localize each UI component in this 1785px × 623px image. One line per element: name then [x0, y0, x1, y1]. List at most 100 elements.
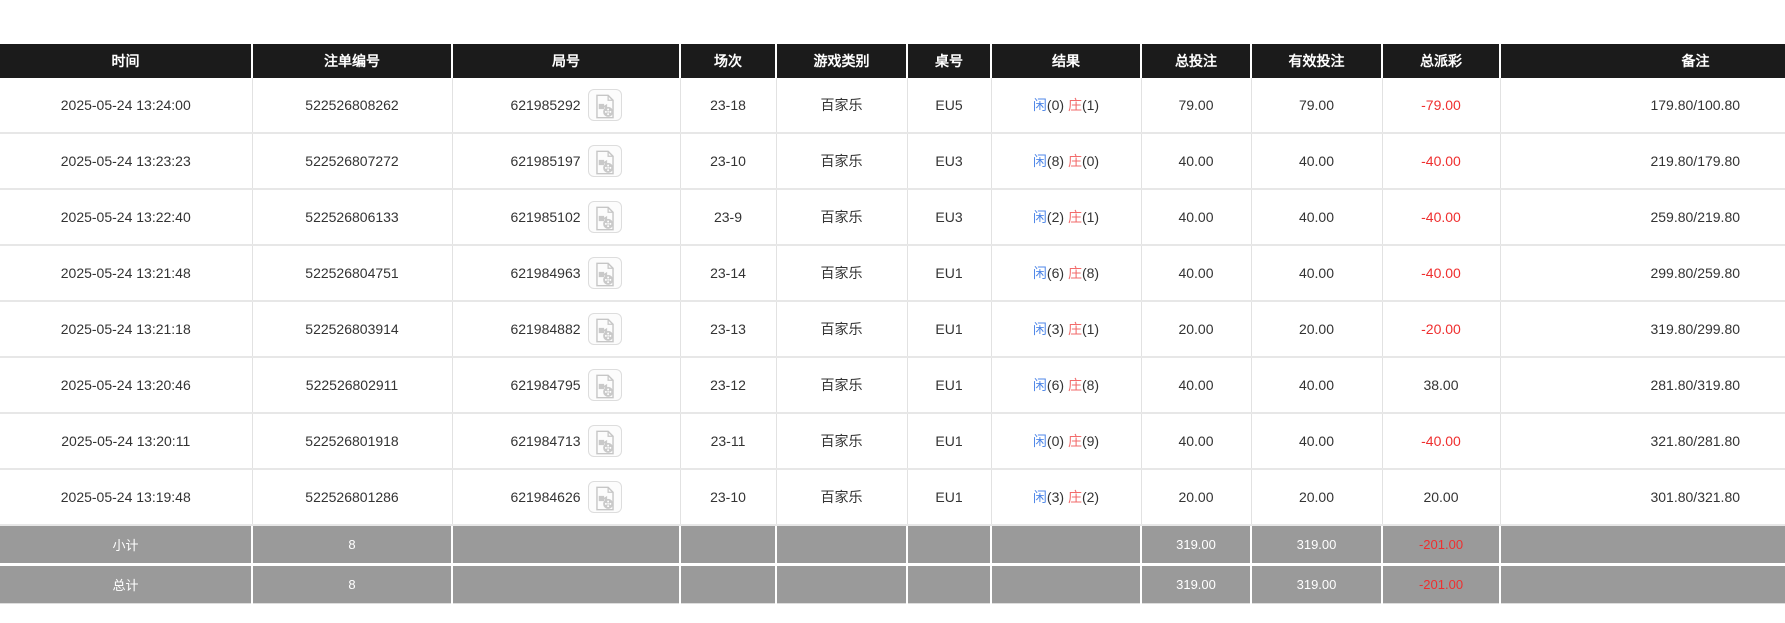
cell-session: 23-14 — [680, 245, 777, 302]
cell-game-type: 百家乐 — [776, 301, 908, 358]
cell-bet-id: 522526807272 — [252, 133, 453, 190]
total-payout: -201.00 — [1382, 564, 1501, 604]
result-player-label: 闲 — [1032, 433, 1047, 449]
subtotal-payout: -201.00 — [1382, 525, 1501, 566]
cell-payout: -40.00 — [1382, 245, 1501, 302]
cell-valid-bet: 40.00 — [1251, 357, 1383, 414]
cell-result: 闲(6) 庄(8) — [991, 357, 1142, 414]
cell-result: 闲(0) 庄(1) — [991, 78, 1142, 134]
round-video-button[interactable] — [587, 201, 622, 233]
round-video-button[interactable] — [587, 313, 622, 345]
header-row: 时间 注单编号 局号 场次 游戏类别 桌号 结果 总投注 有效投注 总派彩 备注 — [0, 44, 1785, 78]
video-file-icon — [595, 430, 614, 455]
cell-game-type: 百家乐 — [776, 133, 908, 190]
result-banker-label: 庄 — [1067, 153, 1082, 169]
result-banker-label: 庄 — [1067, 377, 1082, 393]
round-number: 621985292 — [510, 97, 581, 113]
subtotal-total-bet: 319.00 — [1141, 525, 1252, 566]
cell-total-bet: 40.00 — [1141, 133, 1252, 190]
cell-round: 621984882 — [452, 301, 681, 358]
round-number: 621985197 — [510, 153, 581, 169]
round-video-button[interactable] — [587, 369, 622, 401]
header-cell-session: 场次 — [680, 44, 777, 78]
header-cell-valid-bet: 有效投注 — [1251, 44, 1383, 78]
result-banker-count: (2) — [1081, 489, 1100, 505]
cell-session: 23-10 — [680, 133, 777, 190]
bet-history-table: 时间 注单编号 局号 场次 游戏类别 桌号 结果 总投注 有效投注 总派彩 备注… — [0, 44, 1785, 604]
video-file-icon — [595, 150, 614, 175]
round-video-button[interactable] — [587, 425, 622, 457]
table-row: 2025-05-24 13:20:46 522526802911 621984795… — [0, 357, 1785, 414]
cell-game-type: 百家乐 — [776, 413, 908, 470]
cell-time: 2025-05-24 13:23:23 — [0, 133, 253, 190]
cell-payout: 20.00 — [1382, 469, 1501, 526]
cell-payout: -40.00 — [1382, 133, 1501, 190]
cell-valid-bet: 20.00 — [1251, 469, 1383, 526]
result-banker-count: (0) — [1081, 153, 1100, 169]
result-player-count: (6) — [1046, 265, 1065, 281]
table-row: 2025-05-24 13:22:40 522526806133 621985102… — [0, 189, 1785, 246]
cell-bet-id: 522526802911 — [252, 357, 453, 414]
cell-remark: 321.80/281.80 — [1500, 413, 1785, 470]
cell-round: 621984626 — [452, 469, 681, 526]
round-number: 621984795 — [510, 377, 581, 393]
cell-round: 621984795 — [452, 357, 681, 414]
result-player-count: (6) — [1046, 377, 1065, 393]
cell-session: 23-12 — [680, 357, 777, 414]
header-cell-bet-id: 注单编号 — [252, 44, 453, 78]
header-cell-result: 结果 — [991, 44, 1142, 78]
result-player-count: (8) — [1046, 153, 1065, 169]
cell-valid-bet: 20.00 — [1251, 301, 1383, 358]
round-video-button[interactable] — [587, 145, 622, 177]
cell-bet-id: 522526801286 — [252, 469, 453, 526]
cell-payout: -40.00 — [1382, 189, 1501, 246]
cell-total-bet: 20.00 — [1141, 469, 1252, 526]
result-player-count: (0) — [1046, 433, 1065, 449]
table-body: 2025-05-24 13:24:00 522526808262 621985292… — [0, 78, 1785, 526]
result-player-label: 闲 — [1032, 377, 1047, 393]
cell-result: 闲(3) 庄(2) — [991, 469, 1142, 526]
round-video-button[interactable] — [587, 89, 622, 121]
cell-result: 闲(6) 庄(8) — [991, 245, 1142, 302]
cell-table-no: EU1 — [907, 245, 992, 302]
cell-remark: 299.80/259.80 — [1500, 245, 1785, 302]
cell-remark: 281.80/319.80 — [1500, 357, 1785, 414]
cell-round: 621985292 — [452, 78, 681, 134]
round-number: 621984882 — [510, 321, 581, 337]
cell-time: 2025-05-24 13:21:18 — [0, 301, 253, 358]
cell-round: 621985197 — [452, 133, 681, 190]
cell-remark: 179.80/100.80 — [1500, 78, 1785, 134]
cell-bet-id: 522526801918 — [252, 413, 453, 470]
cell-total-bet: 79.00 — [1141, 78, 1252, 134]
cell-valid-bet: 79.00 — [1251, 78, 1383, 134]
cell-round: 621985102 — [452, 189, 681, 246]
cell-time: 2025-05-24 13:24:00 — [0, 78, 253, 134]
total-row: 总计 8 319.00 319.00 -201.00 — [0, 564, 1785, 604]
cell-game-type: 百家乐 — [776, 469, 908, 526]
result-banker-count: (1) — [1081, 97, 1100, 113]
subtotal-row: 小计 8 319.00 319.00 -201.00 — [0, 525, 1785, 566]
cell-round: 621984963 — [452, 245, 681, 302]
total-count: 8 — [252, 564, 453, 604]
video-file-icon — [595, 206, 614, 231]
result-player-count: (2) — [1046, 209, 1065, 225]
round-video-button[interactable] — [587, 481, 622, 513]
header-cell-table-no: 桌号 — [907, 44, 992, 78]
round-video-button[interactable] — [587, 257, 622, 289]
header-cell-time: 时间 — [0, 44, 253, 78]
table-row: 2025-05-24 13:19:48 522526801286 621984626… — [0, 469, 1785, 526]
result-player-label: 闲 — [1032, 489, 1047, 505]
subtotal-count: 8 — [252, 525, 453, 566]
cell-game-type: 百家乐 — [776, 357, 908, 414]
total-valid-bet: 319.00 — [1251, 564, 1383, 604]
cell-session: 23-18 — [680, 78, 777, 134]
round-number: 621984626 — [510, 489, 581, 505]
header-cell-total-bet: 总投注 — [1141, 44, 1252, 78]
result-player-label: 闲 — [1032, 321, 1047, 337]
cell-table-no: EU3 — [907, 133, 992, 190]
header-cell-payout: 总派彩 — [1382, 44, 1501, 78]
cell-remark: 319.80/299.80 — [1500, 301, 1785, 358]
result-banker-count: (1) — [1081, 209, 1100, 225]
cell-valid-bet: 40.00 — [1251, 189, 1383, 246]
